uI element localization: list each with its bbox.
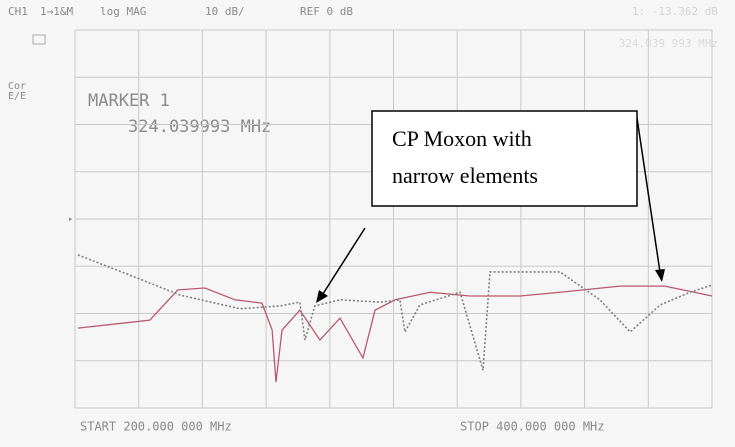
correction-label: Cor — [8, 81, 26, 92]
marker-frequency: 324.039993 MHz — [128, 117, 271, 137]
trace — [77, 285, 713, 383]
annotation-line: narrow elements — [392, 163, 538, 188]
arrow-head — [316, 290, 328, 303]
annotation-line: CP Moxon with — [392, 126, 532, 151]
correction-type: E/E — [8, 91, 26, 102]
arrow — [320, 227, 366, 298]
start-frequency: START 200.000 000 MHz — [80, 420, 232, 434]
marker-label: MARKER 1 — [88, 91, 170, 111]
reference-marker: ▸ — [68, 215, 73, 225]
reference: REF 0 dB — [300, 5, 353, 18]
scale: 10 dB/ — [205, 5, 245, 18]
arrow — [636, 117, 661, 273]
channel: CH1 — [8, 5, 28, 18]
format: log MAG — [100, 5, 146, 18]
marker-frequency-readout: 324.039 993 MHz — [619, 37, 718, 50]
marker-value: 1: -13.362 dB — [632, 5, 718, 18]
stop-frequency: STOP 400.000 000 MHz — [460, 420, 605, 434]
plot-area — [74, 29, 713, 409]
annotation-box — [371, 110, 638, 207]
arrow-head — [655, 269, 665, 282]
measurement: 1→1&M — [40, 5, 73, 18]
status-box — [32, 34, 46, 45]
trace — [77, 254, 713, 371]
